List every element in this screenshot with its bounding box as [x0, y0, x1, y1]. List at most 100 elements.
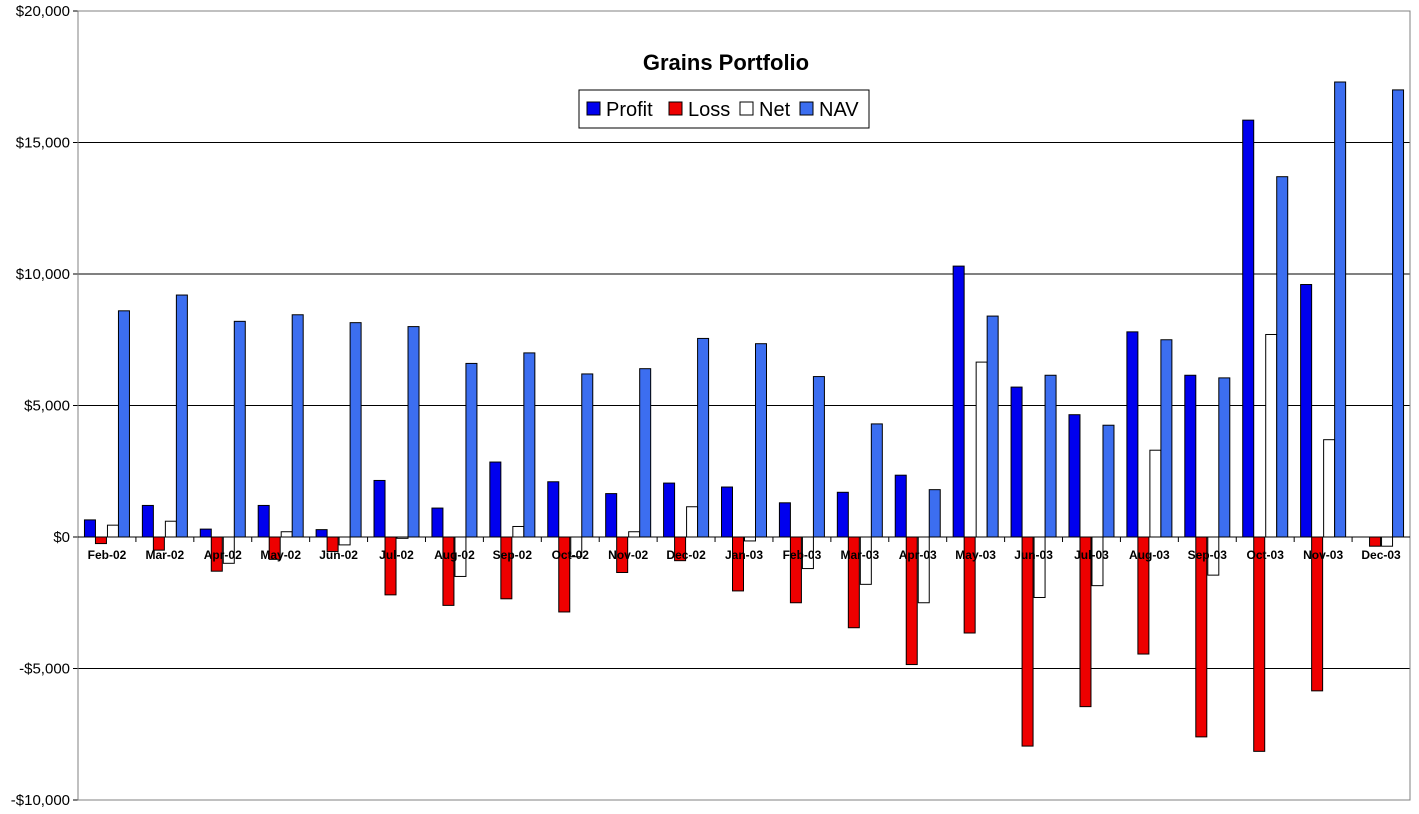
bar-profit-sep-03: [1184, 374, 1197, 538]
x-category-label: Jun-02: [319, 548, 358, 562]
x-category-label: May-02: [260, 548, 301, 562]
bar-profit-nov-02: [605, 493, 618, 538]
bar-nav-may-02: [291, 314, 304, 538]
legend-swatch-nav: [799, 101, 814, 116]
x-category-label: Mar-03: [840, 548, 879, 562]
y-axis-tick-labels: -$10,000 -$5,000 $0 $5,000 $10,000 $15,000 $20…: [11, 3, 70, 809]
x-category-label: Jan-03: [725, 548, 763, 562]
bar-net-apr-03: [917, 536, 930, 604]
bar-net-may-02: [280, 531, 293, 538]
bar-profit-apr-03: [894, 474, 907, 538]
bar-net-may-03: [975, 361, 988, 538]
bar-loss-jul-02: [384, 536, 397, 596]
bar-net-aug-03: [1149, 449, 1162, 538]
bar-loss-jun-03: [1021, 536, 1034, 747]
y-tick-label: $5,000: [24, 398, 70, 415]
x-category-label: Jul-03: [1074, 548, 1109, 562]
legend-swatch-loss: [668, 101, 683, 116]
bar-nav-dec-03: [1392, 89, 1405, 538]
bar-profit-aug-02: [431, 507, 444, 538]
bars: [83, 81, 1405, 752]
x-category-label: Jun-03: [1014, 548, 1053, 562]
bar-nav-apr-02: [233, 320, 246, 538]
y-tick-label: $15,000: [16, 135, 70, 152]
bar-net-jun-03: [1033, 536, 1046, 598]
bar-nav-mar-02: [175, 294, 188, 538]
bar-net-nov-03: [1323, 439, 1336, 538]
bar-net-dec-02: [686, 506, 699, 538]
bar-profit-jun-03: [1010, 386, 1023, 538]
y-tick-label: -$10,000: [11, 792, 70, 809]
bar-loss-dec-03: [1369, 536, 1382, 547]
bar-loss-jan-03: [732, 536, 744, 592]
x-category-label: Aug-03: [1129, 548, 1170, 562]
bar-profit-jul-02: [373, 479, 386, 538]
x-axis-category-labels: Feb-02 Mar-02 Apr-02 May-02 Jun-02 Jul-02 Aug-…: [88, 548, 1401, 562]
bar-nav-apr-03: [928, 489, 941, 538]
bar-nav-feb-02: [117, 310, 130, 538]
bar-net-mar-02: [164, 520, 177, 538]
x-category-label: Sep-03: [1188, 548, 1228, 562]
bar-nav-may-03: [986, 315, 999, 538]
bar-nav-feb-03: [812, 376, 825, 538]
bar-loss-feb-02: [94, 536, 107, 545]
x-category-label: Nov-03: [1303, 548, 1343, 562]
x-category-label: Mar-02: [146, 548, 185, 562]
x-category-label: Nov-02: [608, 548, 648, 562]
y-tick-label: $0: [53, 529, 70, 546]
bar-net-sep-02: [512, 525, 525, 538]
bar-profit-oct-02: [547, 481, 560, 538]
bar-nav-nov-03: [1334, 81, 1347, 538]
bar-net-oct-03: [1265, 333, 1278, 538]
plot-area-frame: [77, 10, 1411, 801]
bar-nav-sep-02: [523, 352, 536, 538]
x-category-label: Feb-02: [88, 548, 127, 562]
bar-nav-dec-02: [697, 337, 710, 538]
bar-nav-jun-02: [349, 322, 362, 538]
bar-nav-jan-03: [755, 343, 767, 538]
x-category-label: May-03: [955, 548, 996, 562]
bar-profit-oct-03: [1242, 119, 1255, 538]
bar-nav-sep-03: [1218, 377, 1231, 538]
bar-nav-jun-03: [1044, 374, 1057, 538]
x-category-label: Apr-02: [204, 548, 242, 562]
bar-profit-feb-03: [778, 502, 791, 538]
bar-net-jan-03: [744, 536, 756, 542]
bar-nav-mar-03: [870, 423, 883, 538]
x-category-label: Oct-02: [552, 548, 590, 562]
bar-profit-aug-03: [1126, 331, 1139, 538]
legend-box: [578, 89, 870, 129]
bar-profit-apr-02: [199, 528, 212, 538]
bar-nav-aug-02: [465, 362, 478, 538]
bar-nav-jul-02: [407, 326, 420, 538]
bar-profit-may-03: [952, 265, 965, 538]
gridlines: [73, 10, 1410, 801]
y-tick-label: -$5,000: [19, 661, 70, 678]
legend: Profit Loss Net NAV: [578, 89, 870, 129]
bar-profit-jul-03: [1068, 414, 1081, 538]
bar-profit-jan-03: [721, 486, 733, 538]
x-category-label: Apr-03: [899, 548, 937, 562]
x-category-label: Sep-02: [493, 548, 533, 562]
bar-net-jun-02: [338, 536, 351, 546]
legend-swatch-profit: [586, 101, 601, 116]
x-category-label: Dec-02: [666, 548, 706, 562]
bar-nav-nov-02: [639, 368, 652, 538]
legend-label-net: Net: [759, 99, 791, 121]
bar-profit-jun-02: [315, 529, 328, 538]
bar-net-nov-02: [628, 531, 641, 538]
bar-profit-feb-02: [83, 519, 96, 538]
y-tick-label: $20,000: [16, 3, 70, 20]
bar-loss-sep-02: [500, 536, 513, 600]
bar-net-dec-03: [1381, 536, 1394, 547]
chart-title: Grains Portfolio: [643, 50, 809, 75]
legend-label-nav: NAV: [819, 99, 859, 121]
legend-swatch-net: [739, 101, 754, 116]
bar-profit-mar-03: [836, 491, 849, 538]
bar-nav-aug-03: [1160, 339, 1173, 538]
bar-loss-feb-03: [789, 536, 802, 604]
y-tick-label: $10,000: [16, 266, 70, 283]
bar-net-feb-02: [106, 524, 119, 538]
bar-loss-sep-03: [1195, 536, 1208, 738]
